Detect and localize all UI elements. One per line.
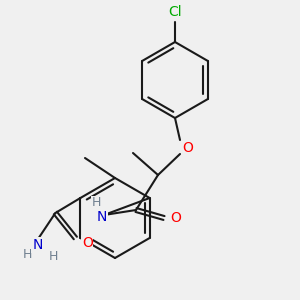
Text: N: N xyxy=(97,210,107,224)
Text: O: O xyxy=(171,211,182,225)
Text: H: H xyxy=(23,248,32,262)
Text: H: H xyxy=(91,196,101,209)
Text: O: O xyxy=(82,236,93,250)
Text: N: N xyxy=(32,238,43,252)
Text: H: H xyxy=(49,250,58,263)
Text: Cl: Cl xyxy=(168,5,182,19)
Text: O: O xyxy=(183,141,194,155)
